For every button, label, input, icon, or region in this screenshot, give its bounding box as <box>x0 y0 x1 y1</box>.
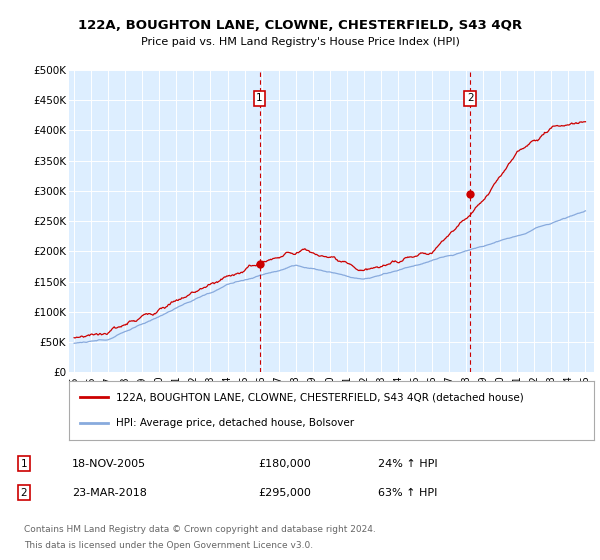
Text: £295,000: £295,000 <box>258 488 311 498</box>
Text: 2: 2 <box>467 94 473 104</box>
Text: 18-NOV-2005: 18-NOV-2005 <box>72 459 146 469</box>
Text: 24% ↑ HPI: 24% ↑ HPI <box>378 459 437 469</box>
Text: This data is licensed under the Open Government Licence v3.0.: This data is licensed under the Open Gov… <box>24 542 313 550</box>
Text: 122A, BOUGHTON LANE, CLOWNE, CHESTERFIELD, S43 4QR (detached house): 122A, BOUGHTON LANE, CLOWNE, CHESTERFIEL… <box>116 392 524 402</box>
Text: 2: 2 <box>20 488 28 498</box>
Text: Contains HM Land Registry data © Crown copyright and database right 2024.: Contains HM Land Registry data © Crown c… <box>24 525 376 534</box>
Text: 122A, BOUGHTON LANE, CLOWNE, CHESTERFIELD, S43 4QR: 122A, BOUGHTON LANE, CLOWNE, CHESTERFIEL… <box>78 18 522 32</box>
Text: 1: 1 <box>256 94 263 104</box>
Text: 23-MAR-2018: 23-MAR-2018 <box>72 488 147 498</box>
Text: 1: 1 <box>20 459 28 469</box>
Text: Price paid vs. HM Land Registry's House Price Index (HPI): Price paid vs. HM Land Registry's House … <box>140 37 460 47</box>
Text: HPI: Average price, detached house, Bolsover: HPI: Average price, detached house, Bols… <box>116 418 355 428</box>
Text: 63% ↑ HPI: 63% ↑ HPI <box>378 488 437 498</box>
Text: £180,000: £180,000 <box>258 459 311 469</box>
